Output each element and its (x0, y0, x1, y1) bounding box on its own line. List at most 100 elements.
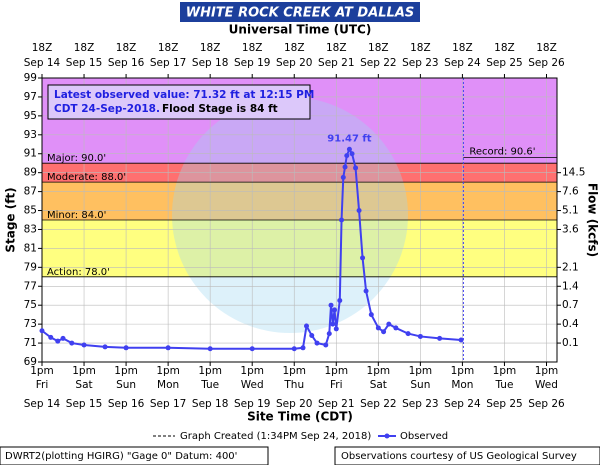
top-tick-label: 18Z (368, 42, 389, 54)
data-point (55, 338, 61, 344)
top-tick-date: Sep 17 (150, 57, 187, 69)
y-tick-label: 95 (24, 110, 37, 122)
data-point (39, 328, 45, 334)
y2-tick-label: 1.4 (562, 280, 579, 292)
x-tick-day: Mon (451, 379, 473, 391)
top-tick-label: 18Z (200, 42, 221, 54)
y-tick-label: 85 (24, 205, 37, 217)
x-tick-date: Sep 22 (360, 398, 397, 410)
top-tick-label: 18Z (326, 42, 347, 54)
data-point (291, 346, 297, 352)
x-tick-day: Tue (200, 379, 219, 391)
data-point (346, 146, 352, 152)
y2-tick-label: 0.4 (562, 318, 579, 330)
info-box (47, 84, 311, 120)
flood-label: Moderate: 88.0' (47, 172, 126, 183)
data-point (304, 323, 310, 329)
y-tick-label: 81 (24, 242, 37, 254)
data-point (386, 321, 392, 327)
y-tick-label: 75 (24, 299, 37, 311)
record-label: Record: 90.6' (469, 147, 535, 158)
chart-title: WHITE ROCK CREEK AT DALLAS (186, 6, 415, 21)
data-point (249, 346, 255, 352)
data-point (437, 335, 443, 341)
x-axis-label: Site Time (CDT) (247, 410, 353, 424)
footer-text: DWRT2(plotting HGIRG) "Gage 0" Datum: 40… (5, 451, 237, 462)
data-point (342, 164, 348, 170)
legend-swatch (384, 433, 390, 439)
data-point (353, 165, 359, 171)
data-point (458, 337, 464, 343)
footer-box (0, 446, 269, 465)
top-tick-label: 18Z (410, 42, 431, 54)
data-point (323, 342, 329, 348)
x-tick-day: Fri (330, 379, 343, 391)
x-tick-date: Sep 25 (486, 398, 523, 410)
data-point (405, 331, 411, 337)
y-tick-label: 87 (24, 186, 37, 198)
y-tick-label: 99 (24, 72, 37, 84)
x-tick-date: Sep 23 (402, 398, 439, 410)
top-tick-label: 18Z (32, 42, 53, 54)
data-point (356, 208, 362, 214)
top-tick-date: Sep 25 (486, 57, 523, 69)
data-point (300, 345, 306, 351)
data-point (102, 344, 108, 350)
x-tick-label: 1pm (535, 365, 559, 377)
data-point (332, 307, 338, 313)
top-tick-date: Sep 20 (276, 57, 313, 69)
y-tick-label: 77 (24, 280, 37, 292)
data-point (48, 334, 54, 340)
y-axis-label: Stage (ft) (4, 187, 18, 252)
data-point (69, 340, 75, 346)
x-tick-day: Thu (283, 379, 304, 391)
data-point (360, 255, 366, 261)
data-point (340, 174, 346, 180)
peak-label: 91.47 ft (327, 133, 371, 144)
info-text: Latest observed value: 71.32 ft at 12:15… (54, 89, 314, 101)
data-point (393, 325, 399, 331)
title-bar (180, 2, 420, 22)
top-tick-date: Sep 16 (108, 57, 145, 69)
data-point (326, 331, 332, 337)
data-point (333, 326, 339, 332)
x-tick-label: 1pm (72, 365, 96, 377)
data-point (207, 346, 213, 352)
data-point (363, 288, 369, 294)
x-tick-label: 1pm (282, 365, 306, 377)
data-point (368, 312, 374, 318)
data-point (330, 321, 336, 327)
x-tick-date: Sep 24 (444, 398, 481, 410)
y2-tick-label: 0.7 (562, 299, 579, 311)
x-tick-label: 1pm (114, 365, 138, 377)
top-tick-date: Sep 14 (24, 57, 61, 69)
plot-frame (41, 77, 558, 363)
y-tick-label: 93 (24, 129, 37, 141)
top-tick-label: 18Z (116, 42, 137, 54)
top-tick-date: Sep 21 (318, 57, 355, 69)
y2-tick-label: 5.1 (562, 205, 579, 217)
flood-label: Minor: 84.0' (47, 210, 106, 221)
x-tick-date: Sep 16 (108, 398, 145, 410)
top-tick-date: Sep 19 (234, 57, 271, 69)
top-tick-date: Sep 23 (402, 57, 439, 69)
x-tick-day: Sun (116, 379, 136, 391)
x-tick-label: 1pm (156, 365, 180, 377)
y2-tick-label: 7.6 (562, 186, 579, 198)
y2-tick-label: 14.5 (562, 167, 585, 179)
flood-label: Major: 90.0' (47, 153, 106, 164)
data-point (314, 340, 320, 346)
x-tick-label: 1pm (493, 365, 517, 377)
x-tick-date: Sep 21 (318, 398, 355, 410)
flood-band (42, 182, 557, 220)
x-tick-label: 1pm (324, 365, 348, 377)
data-point (60, 335, 66, 341)
x-tick-label: 1pm (409, 365, 433, 377)
x-tick-day: Sat (370, 379, 387, 391)
x-tick-day: Wed (241, 379, 264, 391)
x-tick-label: 1pm (198, 365, 222, 377)
watermark (172, 97, 408, 333)
top-tick-label: 18Z (284, 42, 305, 54)
y-tick-label: 71 (24, 337, 37, 349)
